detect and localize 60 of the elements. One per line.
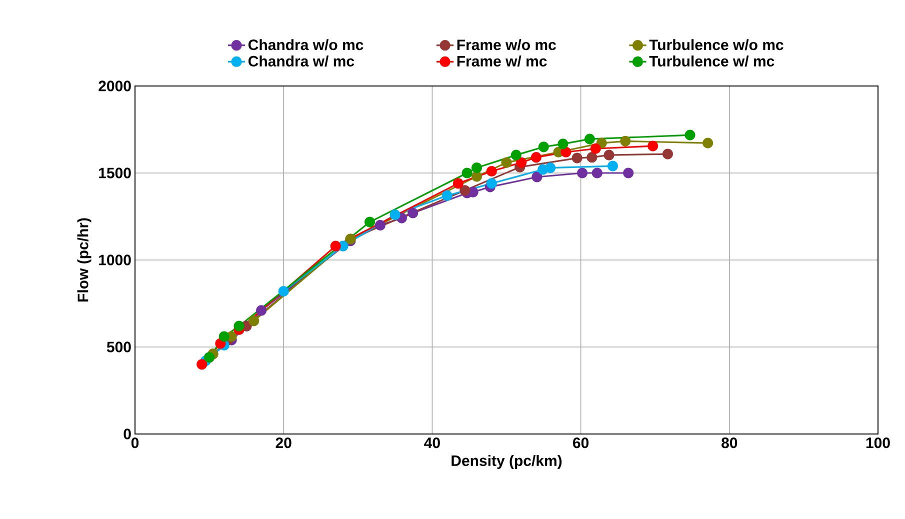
y-axis-title: Flow (pc/hr)	[77, 218, 92, 302]
point	[620, 136, 631, 146]
point	[256, 305, 267, 316]
x-tick-label: 80	[722, 438, 738, 448]
x-axis-title: Density (pc/km)	[452, 455, 562, 469]
legend-label: Chandra w/o mc	[248, 39, 364, 50]
point	[607, 160, 618, 172]
point	[460, 185, 470, 196]
point	[702, 138, 714, 148]
point	[510, 150, 522, 160]
point	[584, 134, 596, 144]
point	[576, 168, 588, 178]
point	[486, 178, 497, 189]
point	[590, 143, 601, 154]
point	[408, 208, 418, 218]
point	[648, 140, 658, 152]
point	[530, 152, 542, 163]
point	[390, 209, 400, 220]
x-tick-label: 40	[424, 438, 440, 448]
point	[452, 178, 464, 189]
point	[538, 142, 549, 152]
y-tick-label: 0	[124, 428, 131, 440]
point	[558, 138, 568, 150]
point	[248, 316, 260, 326]
point	[586, 152, 598, 163]
legend-label: Turbulence w/o mc	[649, 39, 784, 50]
y-tick-label: 2000	[98, 80, 131, 92]
legend-label: Frame w/ mc	[457, 56, 547, 67]
legend-label: Chandra w/ mc	[248, 56, 354, 67]
y-tick-label: 1000	[99, 254, 131, 266]
legend-label: Turbulence w/ mc	[649, 56, 774, 67]
point	[462, 168, 472, 178]
point	[604, 150, 614, 160]
point	[662, 148, 674, 160]
point	[684, 130, 696, 140]
point	[545, 162, 556, 174]
point	[486, 166, 497, 177]
point	[471, 162, 482, 174]
x-tick-label: 0	[131, 438, 139, 448]
x-tick-label: 20	[276, 438, 292, 448]
point	[572, 152, 582, 164]
point	[374, 220, 386, 230]
y-tick-label: 500	[106, 342, 131, 352]
point	[592, 168, 602, 178]
point	[516, 157, 527, 168]
point	[442, 190, 452, 201]
legend-label: Frame w/o mc	[457, 39, 556, 50]
point	[501, 157, 512, 168]
point	[560, 146, 572, 158]
x-tick-label: 60	[573, 438, 589, 448]
point	[196, 359, 208, 370]
point	[330, 240, 341, 252]
y-tick-label: 1500	[99, 168, 131, 178]
point	[234, 320, 244, 332]
point	[471, 171, 482, 182]
point	[278, 286, 289, 297]
x-tick-label: 100	[866, 438, 890, 448]
point	[623, 168, 634, 178]
point	[532, 172, 542, 182]
point	[364, 216, 376, 228]
